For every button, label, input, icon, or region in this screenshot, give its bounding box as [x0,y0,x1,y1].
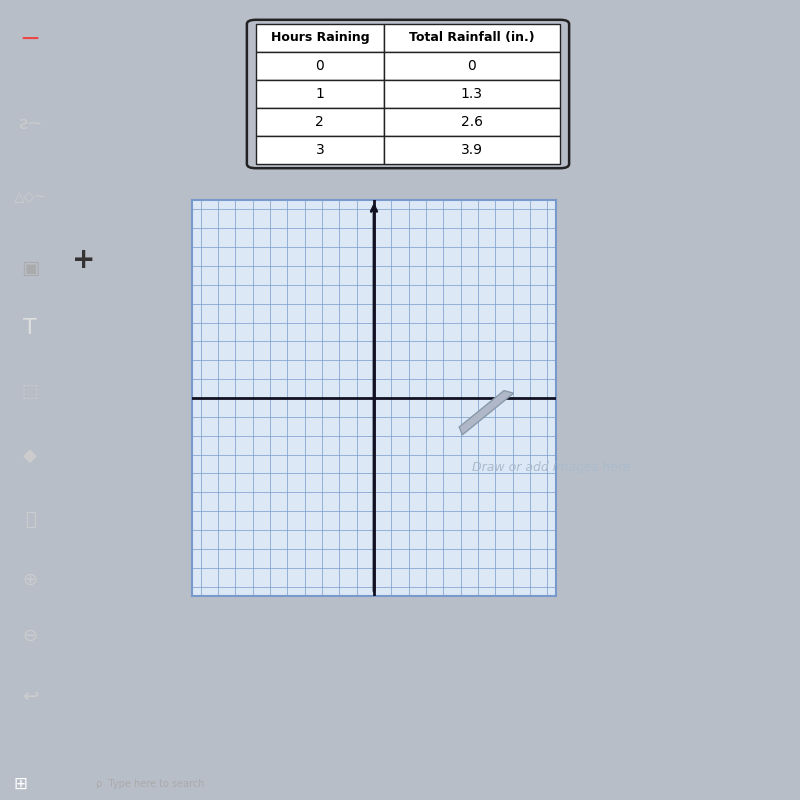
Bar [256,80,384,108]
Bar [384,24,560,52]
Text: 2: 2 [315,115,324,129]
Text: ▣: ▣ [21,258,39,278]
Text: ρ  Type here to search: ρ Type here to search [96,779,205,789]
Bar [384,80,560,108]
Text: ✋: ✋ [25,511,35,529]
Text: 1.3: 1.3 [461,87,483,101]
Text: ⊖: ⊖ [22,627,38,645]
Text: △◇~: △◇~ [14,189,46,203]
Text: ↩: ↩ [22,686,38,706]
Bar [256,24,384,52]
Text: Total Rainfall (in.): Total Rainfall (in.) [409,31,534,45]
Text: Draw or add images here: Draw or add images here [472,462,630,474]
Text: ƨ~: ƨ~ [18,115,42,133]
Text: 0: 0 [315,59,324,73]
Text: T: T [23,318,37,338]
Bar [256,52,384,80]
Text: ─: ─ [22,28,38,52]
Text: 3.9: 3.9 [461,143,483,157]
Bar [256,136,384,164]
Text: ⊕: ⊕ [22,571,38,589]
Polygon shape [459,390,514,435]
Bar [256,108,384,136]
Bar [384,52,560,80]
Text: 0: 0 [467,59,476,73]
Bar [384,136,560,164]
Text: 3: 3 [315,143,324,157]
Text: ◆: ◆ [23,447,37,465]
Text: Hours Raining: Hours Raining [270,31,369,45]
Text: ⬚: ⬚ [22,383,38,401]
Text: 2.6: 2.6 [461,115,483,129]
Text: 1: 1 [315,87,324,101]
Text: ⊞: ⊞ [13,775,27,793]
Text: +: + [72,246,96,274]
Bar [384,108,560,136]
